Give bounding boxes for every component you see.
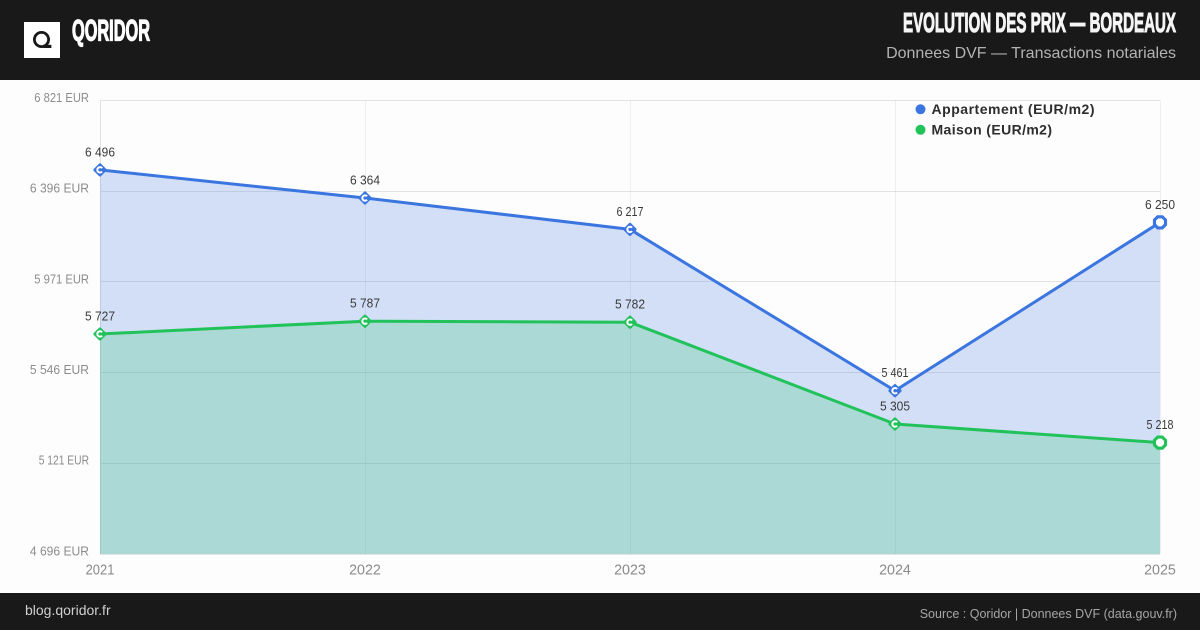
svg-text:Maison (EUR/m2): Maison (EUR/m2) [932,122,1053,138]
svg-text:5 782: 5 782 [615,297,645,312]
svg-text:2022: 2022 [349,563,381,579]
svg-text:Donnees DVF — Transactions not: Donnees DVF — Transactions notariales [886,45,1176,62]
svg-text:Appartement (EUR/m2): Appartement (EUR/m2) [932,101,1095,117]
svg-text:6 250: 6 250 [1145,197,1175,212]
svg-text:2024: 2024 [879,563,911,579]
svg-text:5 461: 5 461 [882,365,909,380]
svg-text:5 971 EUR: 5 971 EUR [34,272,89,286]
svg-text:5 218: 5 218 [1147,417,1174,432]
svg-text:2025: 2025 [1144,563,1176,579]
svg-text:6 496: 6 496 [85,144,115,159]
svg-text:2023: 2023 [614,563,646,579]
svg-text:5 787: 5 787 [350,296,380,311]
svg-text:5 546 EUR: 5 546 EUR [30,363,89,377]
svg-text:5 727: 5 727 [85,309,115,324]
svg-text:QORIDOR: QORIDOR [72,15,150,48]
svg-text:4 696 EUR: 4 696 EUR [30,544,89,558]
svg-text:EVOLUTION DES PRIX — BORDEAUX: EVOLUTION DES PRIX — BORDEAUX [903,7,1176,38]
svg-text:6 217: 6 217 [617,204,644,219]
svg-text:6 821 EUR: 6 821 EUR [34,91,89,105]
svg-text:5 305: 5 305 [880,399,910,414]
svg-text:6 364: 6 364 [350,173,380,188]
svg-text:5 121 EUR: 5 121 EUR [39,454,89,468]
svg-text:2021: 2021 [86,563,115,579]
svg-text:6 396 EUR: 6 396 EUR [30,182,89,196]
